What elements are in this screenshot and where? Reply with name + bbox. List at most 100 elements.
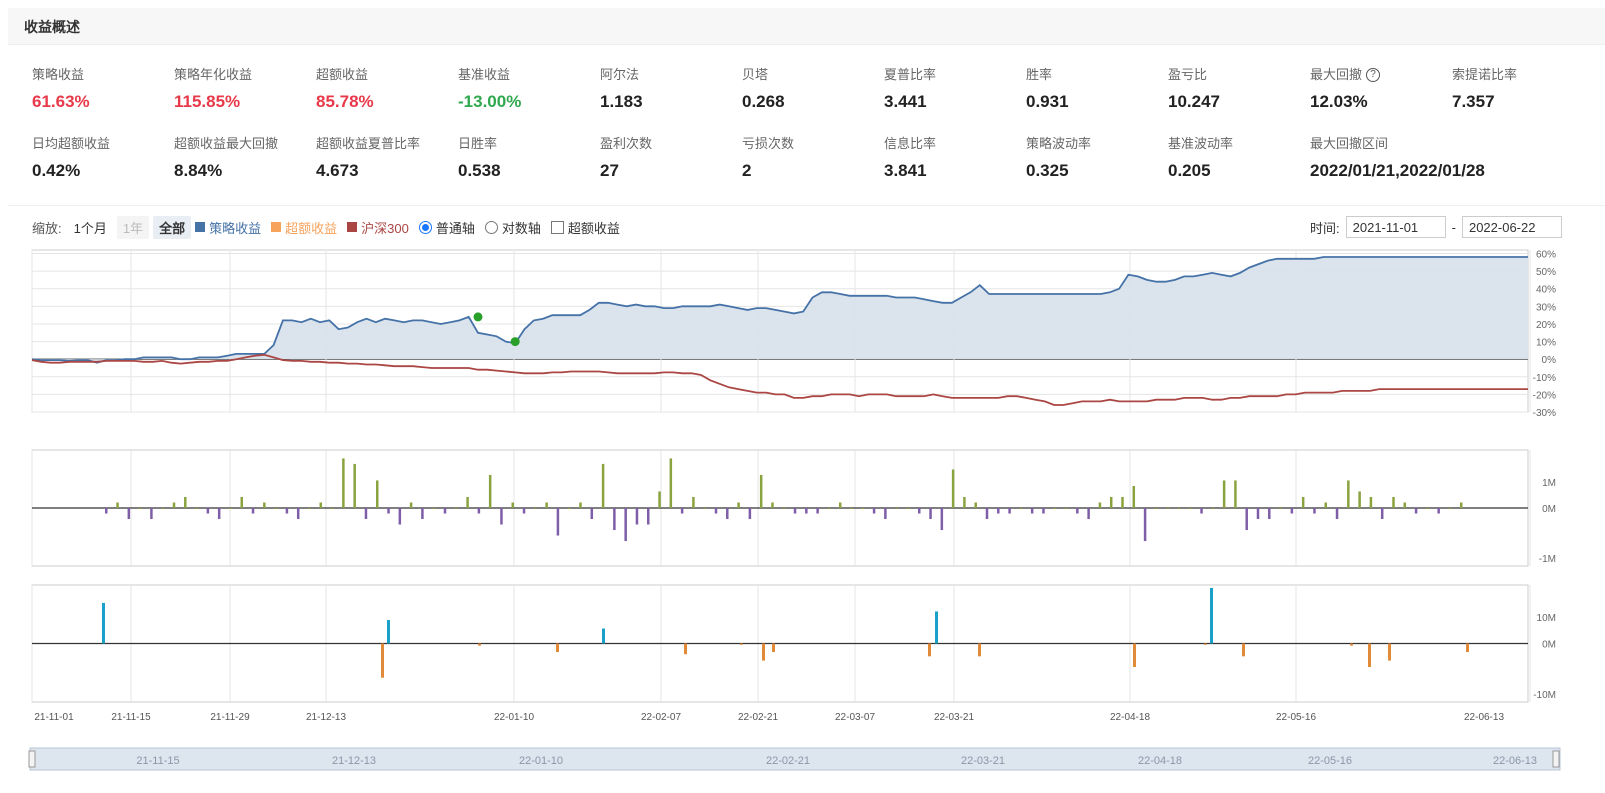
stat-2-9: 最大回撤区间 2022/01/21,2022/01/28 <box>1310 133 1590 181</box>
y-tick-label: 40% <box>1536 285 1556 296</box>
volume-bar <box>488 474 492 508</box>
volume-bar <box>1189 508 1192 509</box>
stat-2-8: 基准波动率 0.205 <box>1168 133 1308 181</box>
stat-value: 12.03% <box>1310 92 1368 111</box>
volume-bar <box>432 508 435 509</box>
stat-label: 信息比率 <box>884 136 937 151</box>
legend-swatch <box>195 222 206 232</box>
end-date-input[interactable] <box>1461 216 1562 238</box>
stat-value: 0.42% <box>32 161 81 180</box>
stat-label: 超额收益 <box>316 67 369 82</box>
x-tick-label: 22-02-21 <box>738 712 778 723</box>
trade-bar <box>1368 643 1371 668</box>
trade-bar <box>772 643 775 653</box>
axis-normal-radio[interactable]: 普通轴 <box>418 218 475 237</box>
excess-checkbox[interactable]: 超额收益 <box>550 218 620 237</box>
volume-bar <box>556 508 560 536</box>
legend-label: 策略收益 <box>209 220 262 236</box>
help-icon[interactable]: ? <box>1366 67 1381 82</box>
stat-value: 0.325 <box>1026 161 1069 180</box>
volume-bar <box>1403 502 1407 508</box>
x-tick-label: 22-04-18 <box>1110 712 1150 723</box>
legend-label: 沪深300 <box>361 220 409 236</box>
volume-bar <box>443 508 447 514</box>
volume-bar <box>669 458 673 508</box>
stat-1-6: 夏普比率 3.441 <box>884 64 1024 112</box>
volume-bar <box>421 508 424 520</box>
volume-bar <box>703 508 706 509</box>
volume-bar <box>1019 508 1023 509</box>
stat-value: 1.183 <box>600 92 643 111</box>
trade-bar <box>1133 643 1136 668</box>
stat-2-7: 策略波动率 0.325 <box>1026 133 1166 181</box>
legend-excess[interactable]: 超额收益 <box>271 218 337 237</box>
stat-label: 策略年化收益 <box>174 67 253 82</box>
trade-bar <box>1210 587 1213 644</box>
zoom-1y-button[interactable]: 1年 <box>116 215 150 239</box>
volume-bar <box>138 508 142 509</box>
benchmark-series-line <box>31 353 1528 406</box>
trade-bar <box>935 611 938 644</box>
volume-bar <box>579 502 582 508</box>
volume-bar <box>398 508 402 525</box>
volume-bar <box>1301 496 1305 508</box>
volume-bar <box>1426 508 1429 509</box>
volume-bar <box>455 508 458 509</box>
volume-bar <box>500 508 503 525</box>
stat-1-5: 贝塔 0.268 <box>742 64 882 112</box>
volume-bar <box>1290 508 1294 514</box>
volume-bar <box>387 508 390 514</box>
volume-bar <box>251 508 255 514</box>
volume-bar <box>229 508 232 509</box>
y-tick-label: 0M <box>1542 504 1556 515</box>
stat-label: 超额收益夏普比率 <box>316 136 421 151</box>
stat-label: 贝塔 <box>742 67 769 82</box>
volume-bar <box>1166 508 1169 509</box>
stat-value: 3.441 <box>884 92 927 111</box>
y-tick-label: -10% <box>1533 373 1556 384</box>
trade-bar <box>556 643 559 653</box>
volume-bar <box>951 469 955 508</box>
stat-label: 阿尔法 <box>600 67 640 82</box>
legend-strategy[interactable]: 策略收益 <box>195 218 261 237</box>
volume-bar <box>274 508 277 509</box>
stat-value: 4.673 <box>316 161 359 180</box>
volume-bar <box>997 508 1000 514</box>
drawdown-marker-trough <box>510 337 520 347</box>
x-tick-label: 22-03-21 <box>934 712 974 723</box>
legend-benchmark[interactable]: 沪深300 <box>347 218 409 237</box>
volume-bar <box>127 508 131 520</box>
volume-bar <box>726 508 729 520</box>
navigator-label: 22-03-21 <box>961 755 1005 767</box>
stat-1-8: 盈亏比 10.247 <box>1168 64 1308 112</box>
stat-2-5: 亏损次数 2 <box>742 133 882 181</box>
stat-value: 7.357 <box>1452 92 1495 111</box>
volume-bar <box>974 502 977 508</box>
volume-bar <box>545 502 548 508</box>
volume-bar <box>771 502 774 508</box>
trade-bar <box>978 643 981 657</box>
legend-swatch <box>347 222 358 232</box>
y-tick-label: 20% <box>1536 320 1556 331</box>
y-tick-label: 10M <box>1537 613 1556 624</box>
volume-bar <box>1256 508 1260 520</box>
volume-bar <box>1076 508 1079 514</box>
volume-bar <box>1200 508 1203 514</box>
y-tick-label: 30% <box>1536 302 1556 313</box>
legend-swatch <box>271 222 282 232</box>
volume-bar <box>1132 485 1136 508</box>
start-date-input[interactable] <box>1345 216 1446 238</box>
stat-value: 0.205 <box>1168 161 1211 180</box>
volume-bar <box>635 508 639 525</box>
stat-label: 夏普比率 <box>884 67 937 82</box>
zoom-1m-button[interactable]: 1个月 <box>73 220 107 236</box>
stat-value: 0.268 <box>742 92 785 111</box>
y-tick-label: -20% <box>1533 390 1556 401</box>
radio-icon <box>484 220 498 234</box>
volume-bar <box>1087 508 1090 520</box>
axis-log-radio[interactable]: 对数轴 <box>484 218 541 237</box>
zoom-all-button[interactable]: 全部 <box>153 215 192 239</box>
volume-bar <box>466 496 469 508</box>
volume-bar <box>1380 508 1384 520</box>
